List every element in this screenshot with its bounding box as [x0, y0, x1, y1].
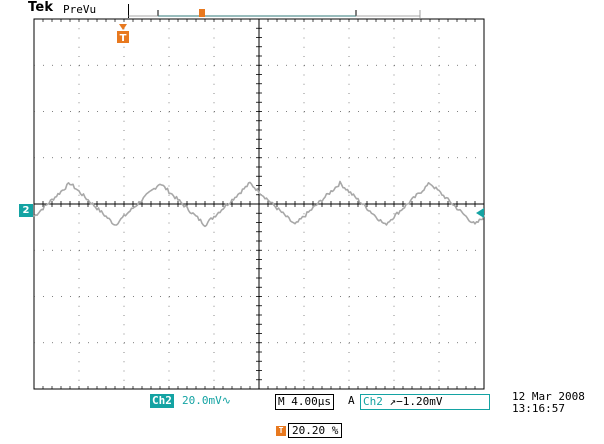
- trigger-level-arrow-icon[interactable]: [476, 208, 484, 218]
- datetime: 12 Mar 2008 13:16:57: [512, 391, 585, 415]
- timebase[interactable]: M 4.00µs: [275, 394, 334, 410]
- time: 13:16:57: [512, 402, 565, 415]
- volts-per-div[interactable]: 20.0mV∿: [180, 394, 233, 408]
- volts-per-div-value: 20.0mV: [182, 394, 222, 407]
- date: 12 Mar 2008: [512, 390, 585, 403]
- trigger-position-icon-label: T: [120, 33, 127, 44]
- trigger-settings[interactable]: Ch2 ↗−1.20mV: [360, 394, 490, 410]
- acquisition-mode: PreVu: [63, 3, 97, 16]
- trigger-level: −1.20mV: [396, 395, 443, 408]
- brand-logo: Tek: [28, 0, 54, 15]
- top-separator: [128, 4, 129, 18]
- channel-2-waveform: [33, 180, 485, 228]
- record-trigger-icon: [199, 9, 205, 17]
- trigger-slope-icon: ↗: [389, 395, 397, 408]
- bandwidth-icon: ∿: [221, 394, 231, 407]
- channel-2-marker-icon[interactable]: 2: [19, 204, 33, 217]
- trigger-position-icon[interactable]: [117, 31, 129, 43]
- trigger-icon: T: [276, 425, 286, 436]
- trigger-position-value: 20.20 %: [288, 423, 343, 438]
- channel-label[interactable]: Ch2: [150, 394, 174, 408]
- trigger-position-readout[interactable]: T 20.20 %: [276, 423, 343, 438]
- trigger-source: Ch2: [363, 395, 383, 408]
- acq-mode: A: [348, 394, 355, 407]
- trigger-position-arrow: [119, 24, 127, 30]
